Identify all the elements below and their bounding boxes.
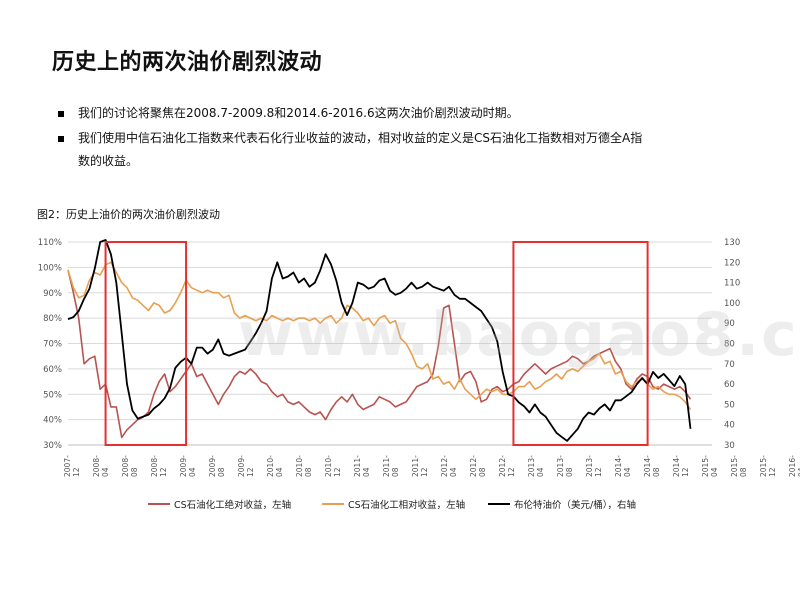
- highlight-box: [512, 241, 649, 446]
- x-axis-tick-label: 2013-08: [556, 455, 574, 477]
- page-title: 历史上的两次油价剧烈波动: [52, 50, 323, 75]
- right-axis-tick-label: 120: [724, 258, 740, 268]
- bullet-text: 我们的讨论将聚焦在2008.7-2009.8和2014.6-2016.6这两次油…: [78, 106, 519, 120]
- oil-price-chart: 30% 40% 50% 60% 70% 80% 90% 100% 110% 30 40 50 60 70 8…: [38, 238, 800, 477]
- x-axis-tick-label: 2015-04: [701, 455, 719, 477]
- right-axis-tick-label: 130: [724, 238, 740, 248]
- right-axis-tick-label: 60: [724, 380, 735, 390]
- right-axis-tick-label: 110: [724, 279, 740, 289]
- x-axis-tick-label: 2010-12: [324, 455, 342, 477]
- bullet-text: 我们使用中信石油化工指数来代表石化行业收益的波动，相对收益的定义是CS石油化工指…: [78, 131, 643, 145]
- right-axis-tick-label: 100: [724, 299, 740, 309]
- chart-legend: CS石油化工绝对收益，左轴 CS石油化工相对收益，左轴 布伦特油价（美元/桶），…: [0, 497, 800, 511]
- left-axis-tick-label: 110%: [38, 238, 62, 248]
- x-axis-tick-label: 2007-12: [63, 455, 81, 477]
- bullet-square-icon: [58, 111, 64, 117]
- series-line-relative: [67, 261, 692, 410]
- right-axis-tick-label: 90: [724, 319, 735, 329]
- x-axis-tick-label: 2013-12: [585, 455, 603, 477]
- bullet-item: 我们使用中信石油化工指数来代表石化行业收益的波动，相对收益的定义是CS石油化工指…: [58, 127, 758, 173]
- left-axis-tick-label: 80%: [43, 314, 62, 324]
- legend-swatch-relative: [322, 503, 344, 505]
- legend-swatch-brent: [488, 503, 510, 505]
- x-axis-tick-label: 2011-12: [411, 455, 429, 477]
- left-axis-tick-label: 100%: [38, 263, 62, 273]
- x-axis-tick-label: 2009-04: [179, 455, 197, 477]
- x-axis-tick-label: 2015-12: [759, 455, 777, 477]
- series-line-brent: [67, 239, 692, 442]
- x-axis-tick-label: 2015-08: [730, 455, 748, 477]
- x-axis-tick-label: 2008-08: [121, 455, 139, 477]
- x-axis-tick-label: 2008-12: [150, 455, 168, 477]
- legend-item-absolute: CS石油化工绝对收益，左轴: [148, 497, 291, 511]
- x-axis-tick-label: 2014-08: [643, 455, 661, 477]
- right-axis-tick-label: 30: [724, 441, 735, 451]
- legend-label-brent: 布伦特油价（美元/桶），右轴: [514, 500, 636, 511]
- x-axis-tick-label: 2012-08: [469, 455, 487, 477]
- left-axis-tick-label: 40%: [43, 416, 62, 426]
- left-axis-tick-label: 90%: [43, 289, 62, 299]
- x-axis-tick-label: 2009-08: [208, 455, 226, 477]
- right-axis-tick-label: 50: [724, 400, 735, 410]
- left-axis-tick-label: 60%: [43, 365, 62, 375]
- right-axis-tick-label: 80: [724, 340, 735, 350]
- legend-label-relative: CS石油化工相对收益，左轴: [348, 500, 466, 511]
- legend-swatch-absolute: [148, 503, 170, 505]
- x-axis-tick-label: 2011-04: [353, 455, 371, 477]
- bullet-square-icon: [58, 136, 64, 142]
- left-axis-tick-label: 50%: [43, 390, 62, 400]
- bullet-text-continued: 数的收益。: [78, 154, 139, 168]
- legend-label-absolute: CS石油化工绝对收益，左轴: [174, 500, 292, 511]
- x-axis-tick-label: 2016-04: [788, 455, 800, 477]
- left-axis-tick-label: 70%: [43, 340, 62, 350]
- x-axis-tick-label: 2013-04: [527, 455, 545, 477]
- x-axis-tick-label: 2010-08: [295, 455, 313, 477]
- right-axis-tick-label: 70: [724, 360, 735, 370]
- legend-item-relative: CS石油化工相对收益，左轴: [322, 497, 465, 511]
- x-axis-tick-label: 2014-12: [672, 455, 690, 477]
- legend-item-brent: 布伦特油价（美元/桶），右轴: [488, 497, 636, 511]
- x-axis-tick-label: 2009-12: [237, 455, 255, 477]
- x-axis-tick-label: 2014-04: [614, 455, 632, 477]
- right-axis-tick-label: 40: [724, 421, 735, 431]
- x-axis-tick-label: 2010-04: [266, 455, 284, 477]
- x-axis-tick-label: 2011-08: [382, 455, 400, 477]
- left-axis-tick-label: 30%: [43, 441, 62, 451]
- x-axis-tick-label: 2012-04: [440, 455, 458, 477]
- figure-caption: 图2：历史上油价的两次油价剧烈波动: [37, 208, 220, 221]
- highlight-box: [104, 241, 188, 446]
- bullet-item: 我们的讨论将聚焦在2008.7-2009.8和2014.6-2016.6这两次油…: [58, 102, 758, 125]
- x-axis-tick-label: 2012-12: [498, 455, 516, 477]
- x-axis-tick-label: 2008-04: [92, 455, 110, 477]
- bullet-list: 我们的讨论将聚焦在2008.7-2009.8和2014.6-2016.6这两次油…: [58, 102, 758, 175]
